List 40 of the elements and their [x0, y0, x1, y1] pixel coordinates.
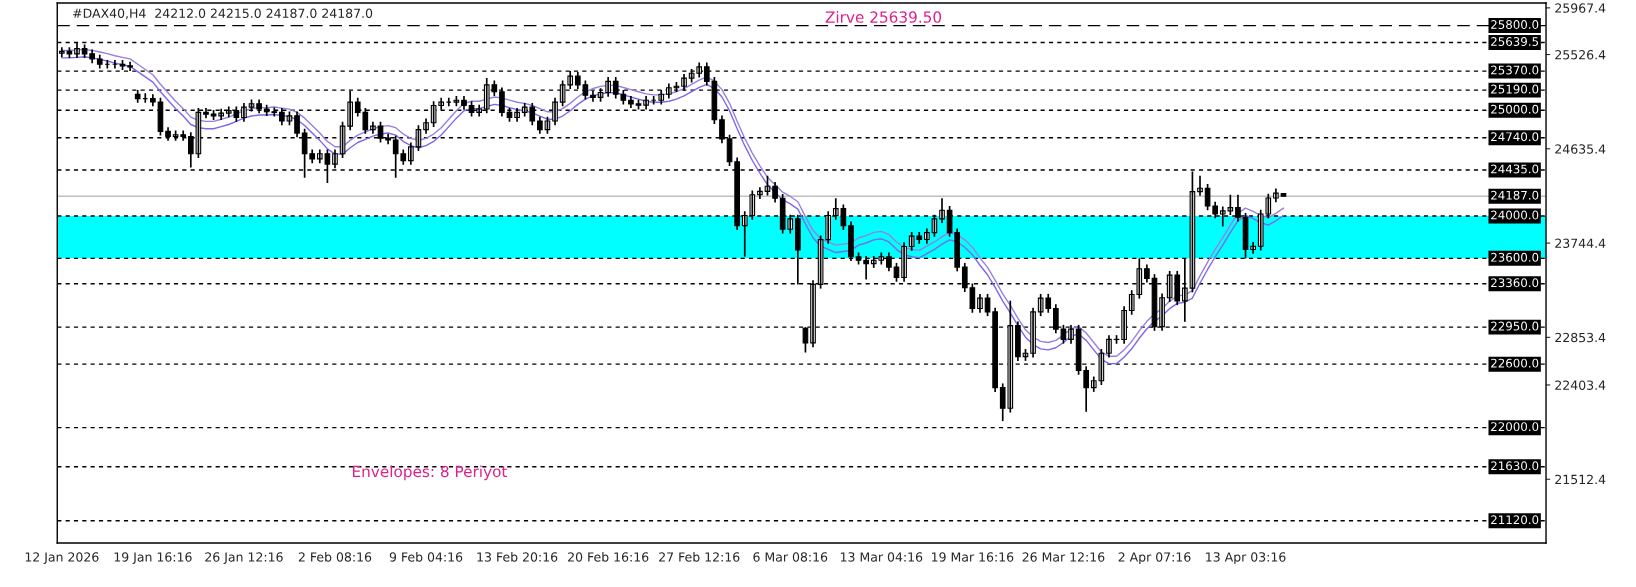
- chart-title: #DAX40,H4 24212.0 24215.0 24187.0 24187.0: [73, 8, 373, 20]
- annotation: Envelopes: 8 Periyot: [352, 465, 508, 481]
- y-tick-label: 22403.4: [1555, 380, 1606, 390]
- annotation: Zirve 25639.50: [825, 11, 942, 23]
- x-tick-label: 2 Feb 08:16: [298, 552, 372, 562]
- y-tick-label: 23744.4: [1555, 238, 1606, 248]
- ref-line-label: 24435.0: [1491, 164, 1539, 174]
- x-tick-label: 20 Feb 16:16: [568, 552, 649, 562]
- x-tick-label: 19 Mar 16:16: [932, 552, 1014, 562]
- ref-line-label: 25370.0: [1491, 65, 1539, 75]
- ref-line-label: 22950.0: [1491, 321, 1539, 331]
- ref-line-label: 23360.0: [1491, 278, 1539, 288]
- y-tick-label: 25526.4: [1555, 50, 1606, 60]
- x-tick-label: 13 Apr 03:16: [1206, 552, 1286, 565]
- x-tick-label: 2 Apr 07:16: [1118, 552, 1191, 565]
- y-tick-label: 22853.4: [1555, 332, 1606, 343]
- ref-line-label: 24000.0: [1491, 210, 1539, 220]
- x-tick-label: 6 Mar 08:16: [753, 552, 828, 562]
- ref-line-label: 21120.0: [1491, 515, 1539, 525]
- x-tick-label: 27 Feb 12:16: [659, 552, 740, 562]
- x-tick-label: 12 Jan 2026: [25, 552, 99, 564]
- x-tick-label: 19 Jan 16:16: [114, 552, 192, 564]
- x-tick-label: 26 Jan 12:16: [205, 552, 283, 564]
- ref-line-label: 25639.5: [1491, 37, 1539, 46]
- x-tick-label: 26 Mar 12:16: [1022, 552, 1105, 562]
- ref-line-label: 25800.0: [1491, 20, 1539, 29]
- ref-line-label: 23600.0: [1491, 252, 1539, 262]
- ref-line-label: 24187.0: [1491, 190, 1539, 200]
- ref-line-label: 25000.0: [1491, 104, 1539, 114]
- ref-line-label: 22000.0: [1491, 422, 1539, 432]
- x-tick-label: 9 Feb 04:16: [389, 552, 463, 562]
- y-tick-label: 21512.4: [1555, 474, 1606, 485]
- y-tick-label: 25967.4: [1555, 3, 1606, 13]
- x-tick-label: 13 Feb 20:16: [477, 552, 558, 562]
- ref-line-label: 25190.0: [1491, 84, 1539, 94]
- x-tick-label: 13 Mar 04:16: [840, 552, 923, 562]
- y-tick-label: 24635.4: [1555, 144, 1606, 154]
- ref-line-label: 21630.0: [1491, 461, 1539, 471]
- ref-line-label: 24740.0: [1491, 132, 1539, 142]
- ref-line-label: 22600.0: [1491, 358, 1539, 368]
